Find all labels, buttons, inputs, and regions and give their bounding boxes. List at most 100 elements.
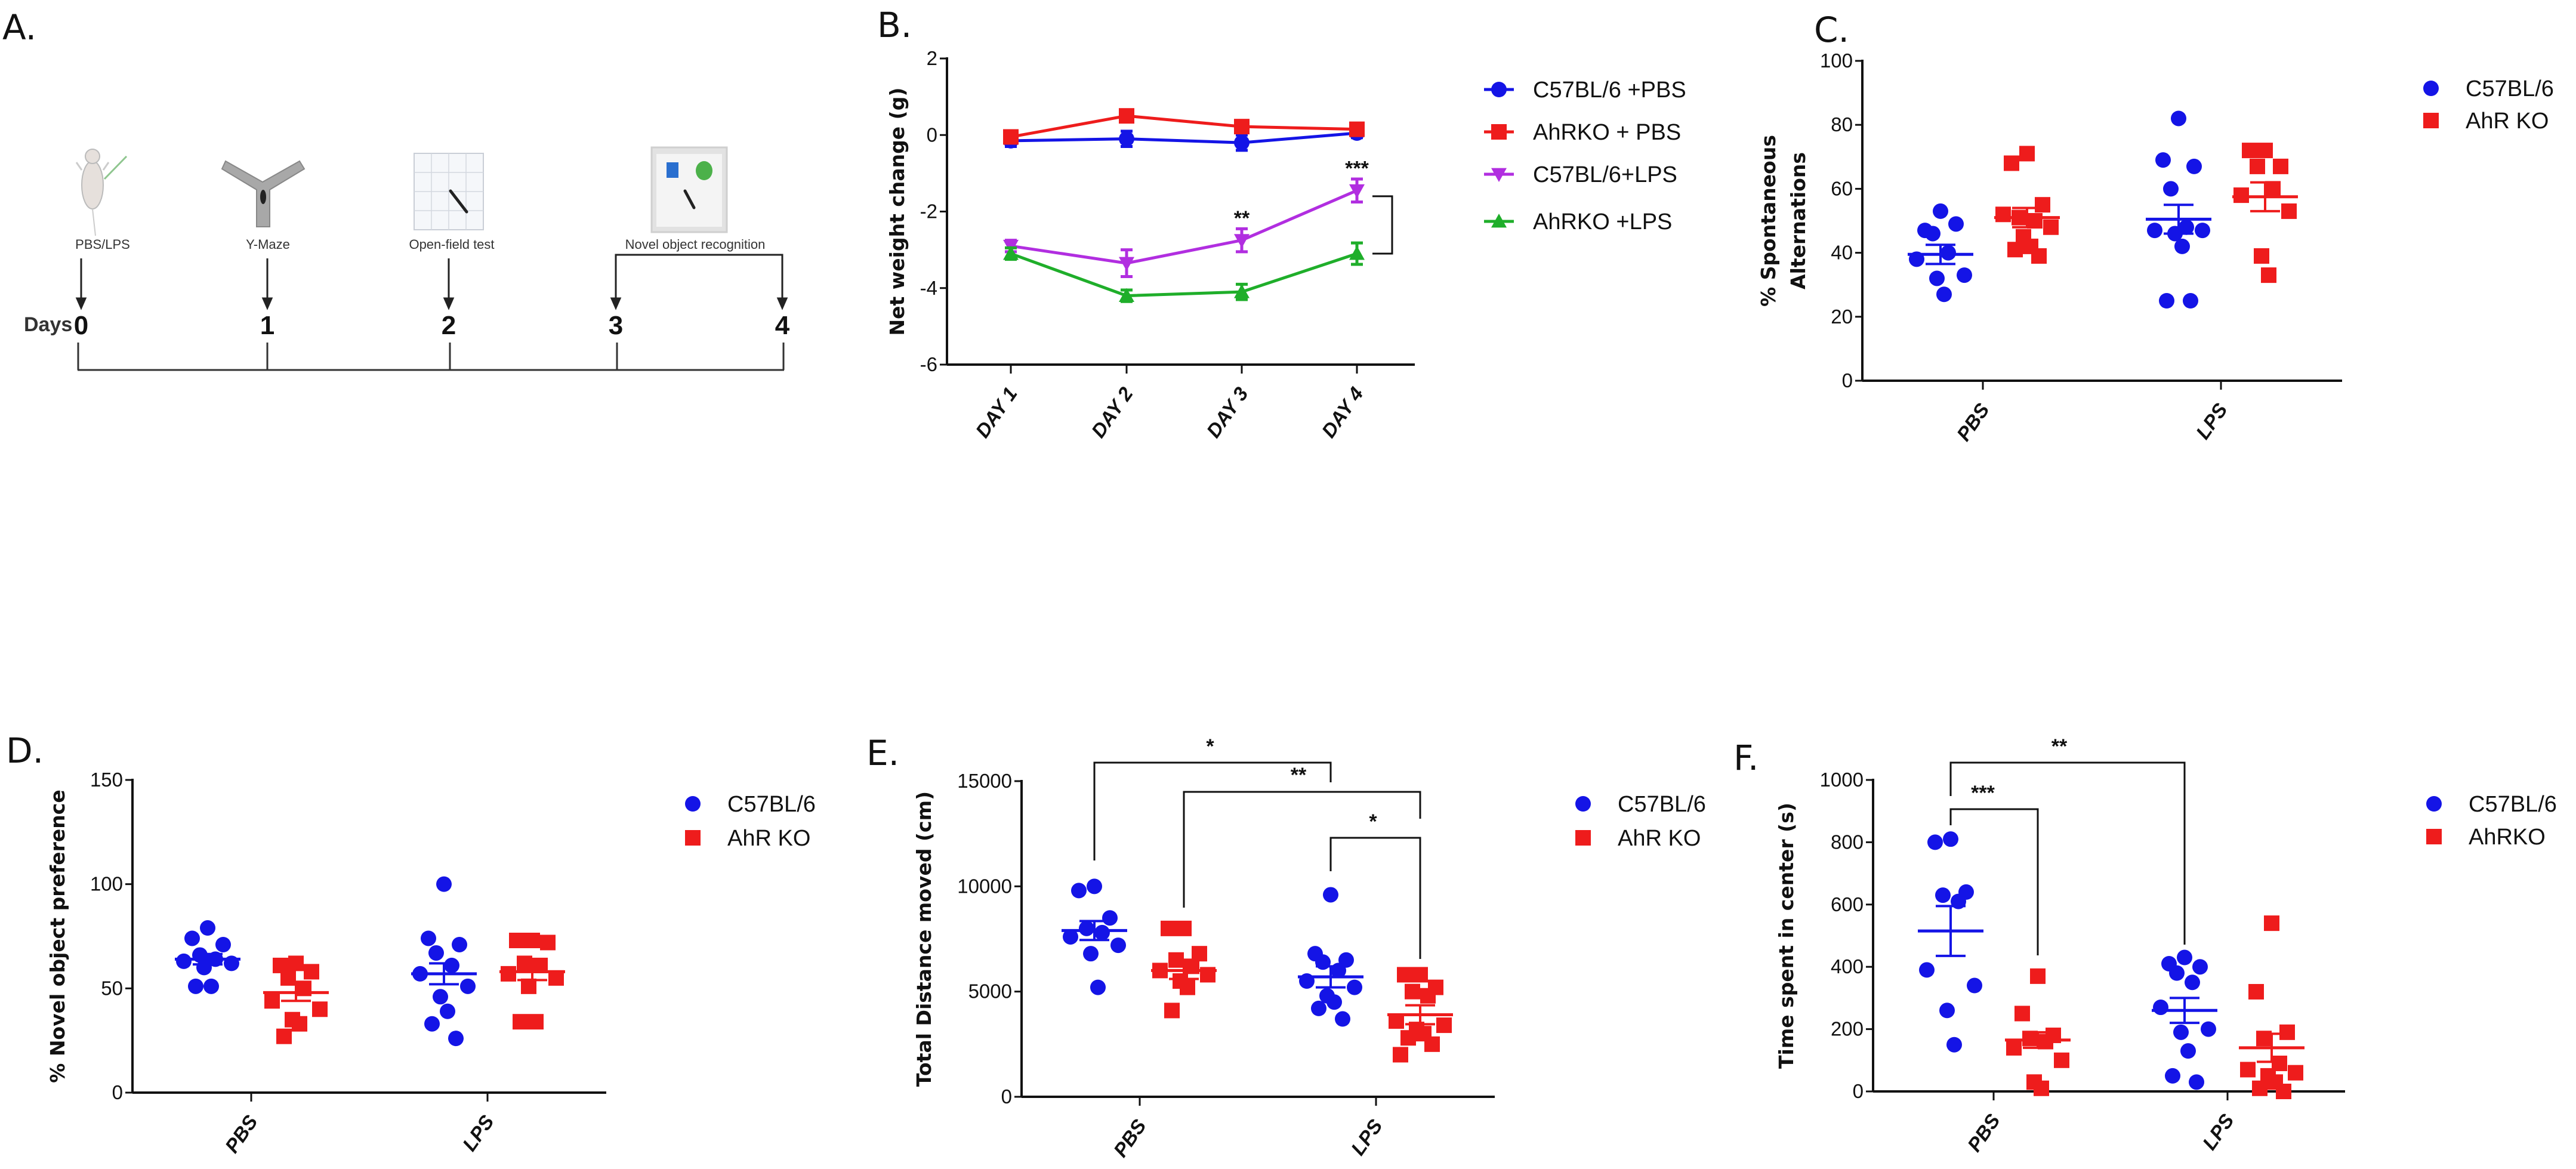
data-point [1927, 834, 1943, 850]
x-tick-label: PBS [1963, 1110, 2004, 1156]
data-point [1087, 878, 1102, 895]
significance-label: * [1206, 735, 1214, 758]
sem-bar [429, 962, 459, 986]
data-point [176, 953, 192, 969]
data-point [304, 964, 319, 980]
y-tick-label: 15000 [957, 770, 1012, 792]
data-point [288, 955, 304, 971]
legend-label: AhR KO [2466, 109, 2549, 134]
timeline-step-label: PBS/LPS [75, 237, 130, 252]
data-point [1071, 883, 1087, 899]
data-point [2201, 1021, 2216, 1037]
legend-label: C57BL/6 +PBS [1533, 78, 1686, 103]
timeline-step-label: Novel object recognition [625, 237, 766, 252]
data-point [436, 876, 452, 892]
legend-marker [1491, 214, 1507, 228]
data-point [2265, 181, 2281, 197]
data-point [501, 966, 516, 982]
y-tick-label: -2 [920, 201, 937, 223]
y-tick-label: 80 [1831, 113, 1853, 135]
data-point [1936, 286, 1952, 303]
y-axis-label: Alternations [1787, 152, 1810, 289]
legend-marker [2423, 81, 2439, 96]
data-point [421, 930, 436, 946]
x-tick-label: LPS [2198, 1110, 2238, 1154]
x-tick-label: DAY 1 [971, 383, 1021, 442]
data-point [1925, 226, 1941, 242]
data-point [2276, 1084, 2291, 1099]
sem-bar [1316, 965, 1346, 989]
significance-bracket [1329, 837, 1421, 959]
legend-label: C57BL/6 [2469, 792, 2557, 817]
data-point [1164, 1003, 1180, 1019]
data-point [2288, 1065, 2303, 1081]
data-point [1102, 910, 1118, 926]
day-number: 2 [442, 311, 456, 340]
panel-label: E. [866, 733, 899, 773]
data-point [2186, 158, 2202, 174]
data-point [2261, 267, 2276, 283]
legend-label: C57BL/6+LPS [1533, 162, 1677, 187]
sem-bar [2164, 203, 2194, 235]
timeline-axis [77, 343, 785, 371]
panel-label: C. [1814, 10, 1849, 50]
sem-bar [1926, 243, 1955, 266]
data-point [2027, 213, 2043, 229]
data-point [525, 932, 540, 948]
data-point [1083, 946, 1099, 962]
data-point [452, 936, 467, 952]
data-point [1995, 206, 2011, 223]
mouse-injection-icon [75, 149, 128, 236]
data-point [2019, 146, 2035, 162]
data-point [1941, 245, 1956, 261]
data-point [264, 993, 280, 1009]
data-point [424, 1016, 440, 1032]
data-point [2030, 968, 2046, 984]
data-point [448, 1031, 464, 1047]
series-line [1010, 189, 1358, 265]
data-point [203, 978, 219, 994]
data-point [2043, 219, 2059, 235]
data-point [540, 934, 556, 951]
data-point [1090, 979, 1106, 995]
data-point [1347, 979, 1362, 995]
chart-panel-b: -6 -4 -2 0 2 DAY 1 DAY 2 DAY 3 DAY 4 Net weight c… [877, 5, 1686, 442]
data-point [1405, 983, 1420, 1000]
data-point [2155, 152, 2171, 168]
series-0 [1918, 831, 2217, 1090]
data-point [215, 936, 231, 952]
data-point [1948, 216, 1964, 232]
data-point [428, 945, 444, 961]
data-point [2035, 197, 2050, 213]
x-tick-label: DAY 3 [1202, 383, 1252, 442]
legend-marker [2423, 113, 2439, 128]
legend-label: AhR KO [1618, 826, 1701, 851]
legend-label: C57BL/6 [2466, 76, 2554, 101]
y-tick-label: 0 [1853, 1080, 1864, 1102]
legend-marker [2426, 796, 2442, 812]
data-point [2257, 143, 2273, 159]
y-tick-label: 20 [1831, 306, 1853, 328]
significance-label: *** [1971, 782, 1995, 804]
data-point [188, 978, 203, 994]
data-point [1311, 1000, 1326, 1016]
data-point [2252, 1080, 2268, 1096]
data-point [440, 1003, 455, 1019]
data-point [1436, 1017, 1452, 1034]
series-line [1010, 252, 1358, 298]
data-point [460, 978, 476, 994]
legend-marker [1491, 82, 1507, 97]
data-point [1420, 988, 1436, 1004]
panel-a-timeline: A. PBS/LPS Y-Maze Open-f [2, 7, 790, 371]
data-point [2195, 223, 2210, 239]
series-1 [2005, 915, 2304, 1099]
y-tick-label: 600 [1831, 893, 1864, 915]
significance-label: ** [2051, 735, 2068, 758]
data-point [1349, 121, 1365, 137]
data-point [1935, 887, 1951, 903]
sem-bar [1169, 961, 1199, 980]
data-point [1119, 131, 1134, 147]
y-tick-label: 2 [927, 47, 937, 69]
day-number: 4 [775, 311, 790, 340]
data-point [513, 1014, 528, 1030]
